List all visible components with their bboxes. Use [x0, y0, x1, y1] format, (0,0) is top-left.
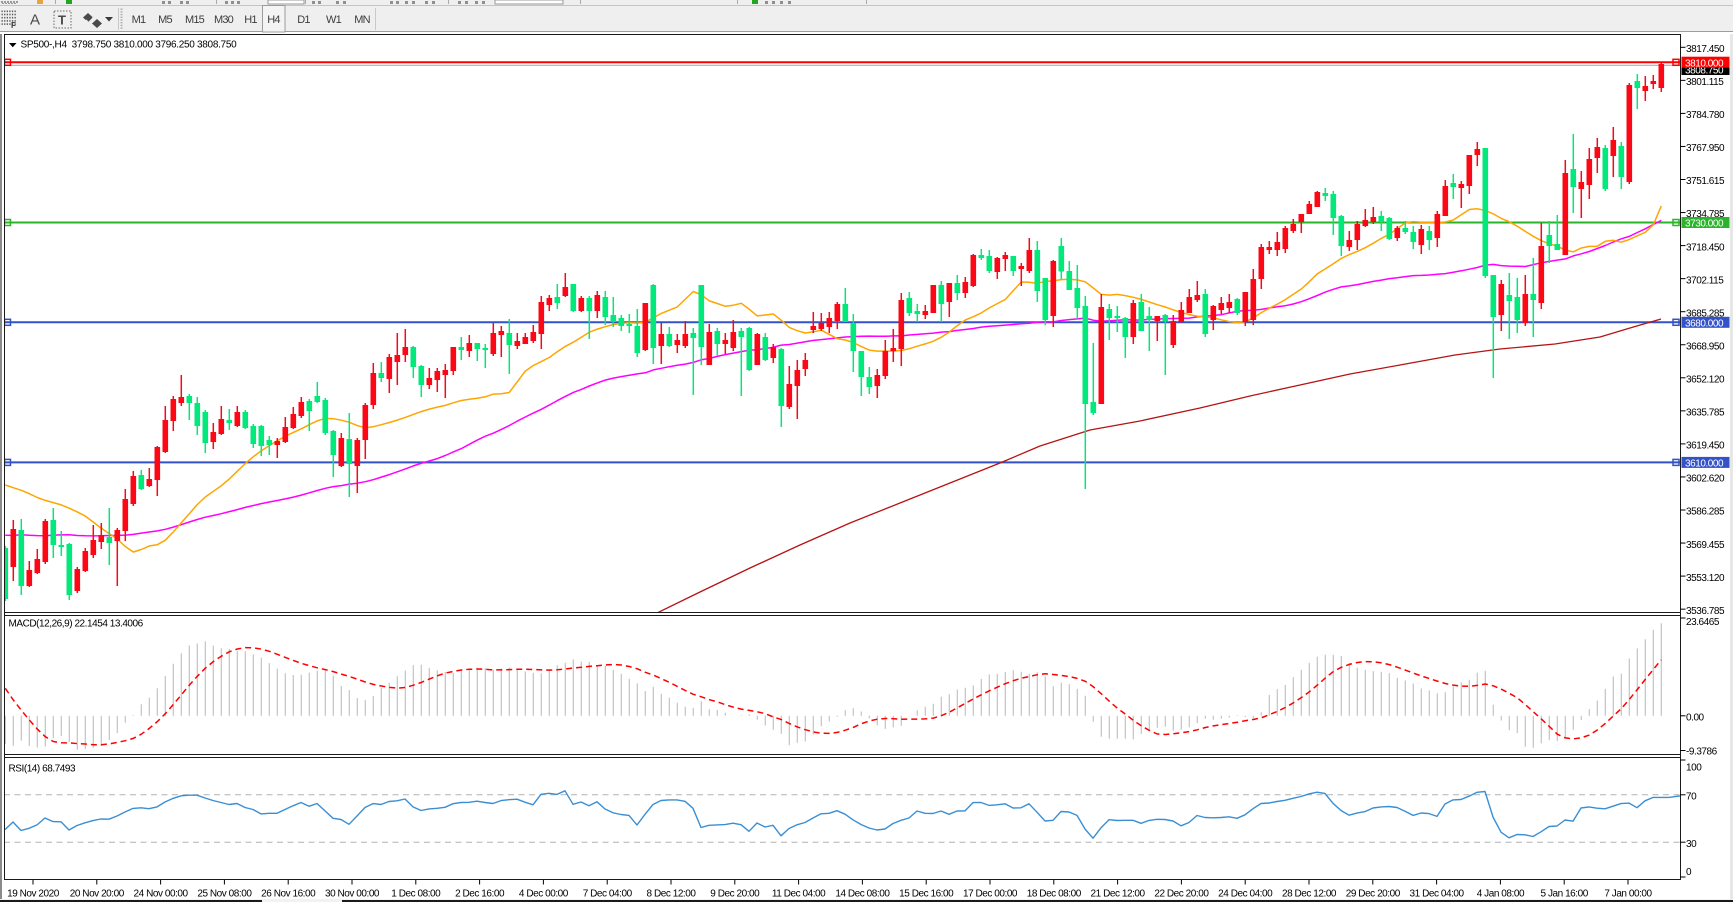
svg-text:M15: M15	[185, 14, 205, 26]
svg-text:3536.785: 3536.785	[1686, 606, 1725, 617]
svg-text:26 Nov 16:00: 26 Nov 16:00	[261, 889, 316, 900]
svg-text:22 Dec 20:00: 22 Dec 20:00	[1154, 889, 1209, 900]
svg-text:3668.950: 3668.950	[1686, 341, 1725, 352]
svg-text:3680.000: 3680.000	[1685, 319, 1724, 330]
svg-text:21 Dec 12:00: 21 Dec 12:00	[1091, 889, 1146, 900]
svg-text:24 Dec 04:00: 24 Dec 04:00	[1218, 889, 1273, 900]
svg-text:30 Nov 00:00: 30 Nov 00:00	[325, 889, 380, 900]
svg-text:3808.750: 3808.750	[1685, 66, 1724, 77]
svg-text:100: 100	[1686, 763, 1702, 774]
svg-text:17 Dec 00:00: 17 Dec 00:00	[963, 889, 1018, 900]
svg-text:3734.785: 3734.785	[1686, 209, 1725, 220]
svg-text:3569.455: 3569.455	[1686, 540, 1725, 551]
svg-text:20 Nov 20:00: 20 Nov 20:00	[70, 889, 125, 900]
svg-text:24 Nov 00:00: 24 Nov 00:00	[134, 889, 189, 900]
svg-text:11 Dec 04:00: 11 Dec 04:00	[772, 889, 826, 900]
svg-text:3767.950: 3767.950	[1686, 143, 1725, 154]
svg-text:3610.000: 3610.000	[1685, 459, 1724, 470]
svg-text:25 Nov 08:00: 25 Nov 08:00	[197, 889, 252, 900]
svg-text:4 Dec 00:00: 4 Dec 00:00	[519, 889, 569, 900]
svg-text:3718.450: 3718.450	[1686, 242, 1725, 253]
svg-text:3602.620: 3602.620	[1686, 474, 1725, 485]
svg-text:15 Dec 16:00: 15 Dec 16:00	[899, 889, 954, 900]
svg-text:3635.785: 3635.785	[1686, 408, 1725, 419]
svg-text:5 Jan 16:00: 5 Jan 16:00	[1541, 889, 1589, 900]
svg-text:3702.115: 3702.115	[1686, 275, 1724, 286]
svg-text:29 Dec 20:00: 29 Dec 20:00	[1346, 889, 1401, 900]
svg-text:3553.120: 3553.120	[1686, 573, 1725, 584]
svg-text:3801.115: 3801.115	[1686, 77, 1724, 88]
svg-text:H4: H4	[267, 14, 280, 26]
svg-text:9 Dec 20:00: 9 Dec 20:00	[710, 889, 760, 900]
svg-text:28 Dec 12:00: 28 Dec 12:00	[1282, 889, 1337, 900]
svg-text:0: 0	[1686, 867, 1692, 878]
svg-text:W1: W1	[326, 14, 342, 26]
svg-text:-9.3786: -9.3786	[1686, 747, 1718, 758]
svg-text:8 Dec 12:00: 8 Dec 12:00	[647, 889, 697, 900]
svg-text:SP500-,H4 3798.750 3810.000 3: SP500-,H4 3798.750 3810.000 3796.250 380…	[21, 40, 238, 51]
svg-text:3751.615: 3751.615	[1686, 176, 1725, 187]
svg-text:3685.285: 3685.285	[1686, 308, 1725, 319]
svg-text:D1: D1	[297, 14, 310, 26]
svg-text:F: F	[11, 21, 16, 30]
svg-text:3619.450: 3619.450	[1686, 441, 1725, 452]
svg-text:M1: M1	[132, 14, 146, 26]
svg-text:H1: H1	[244, 14, 257, 26]
svg-text:70: 70	[1686, 792, 1697, 803]
svg-text:A: A	[30, 12, 40, 29]
svg-text:7 Jan 00:00: 7 Jan 00:00	[1604, 889, 1652, 900]
svg-text:7 Dec 04:00: 7 Dec 04:00	[583, 889, 633, 900]
svg-text:M5: M5	[158, 14, 172, 26]
svg-text:1 Dec 08:00: 1 Dec 08:00	[391, 889, 441, 900]
svg-text:19 Nov 2020: 19 Nov 2020	[7, 889, 60, 900]
svg-text:RSI(14) 68.7493: RSI(14) 68.7493	[9, 764, 77, 775]
svg-text:23.6465: 23.6465	[1686, 617, 1720, 628]
svg-text:MACD(12,26,9) 22.1454 13.4006: MACD(12,26,9) 22.1454 13.4006	[9, 619, 144, 630]
svg-text:18 Dec 08:00: 18 Dec 08:00	[1027, 889, 1082, 900]
svg-text:14 Dec 08:00: 14 Dec 08:00	[835, 889, 890, 900]
svg-text:0.00: 0.00	[1686, 713, 1705, 724]
svg-text:3730.000: 3730.000	[1685, 219, 1724, 230]
svg-text:T: T	[58, 13, 66, 28]
svg-text:2 Dec 16:00: 2 Dec 16:00	[455, 889, 505, 900]
svg-text:30: 30	[1686, 839, 1697, 850]
svg-text:3586.285: 3586.285	[1686, 507, 1725, 518]
svg-text:M30: M30	[214, 14, 234, 26]
svg-text:3784.780: 3784.780	[1686, 110, 1725, 121]
svg-text:4 Jan 08:00: 4 Jan 08:00	[1477, 889, 1525, 900]
svg-text:31 Dec 04:00: 31 Dec 04:00	[1410, 889, 1465, 900]
svg-text:3810.000: 3810.000	[1685, 58, 1724, 69]
svg-text:MN: MN	[354, 14, 370, 26]
svg-text:3817.450: 3817.450	[1686, 44, 1725, 55]
svg-text:3652.120: 3652.120	[1686, 375, 1725, 386]
